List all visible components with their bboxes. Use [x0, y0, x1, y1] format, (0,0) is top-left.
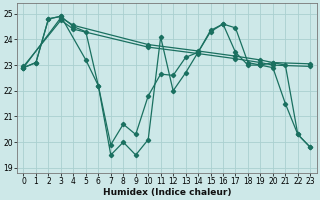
X-axis label: Humidex (Indice chaleur): Humidex (Indice chaleur) — [103, 188, 231, 197]
